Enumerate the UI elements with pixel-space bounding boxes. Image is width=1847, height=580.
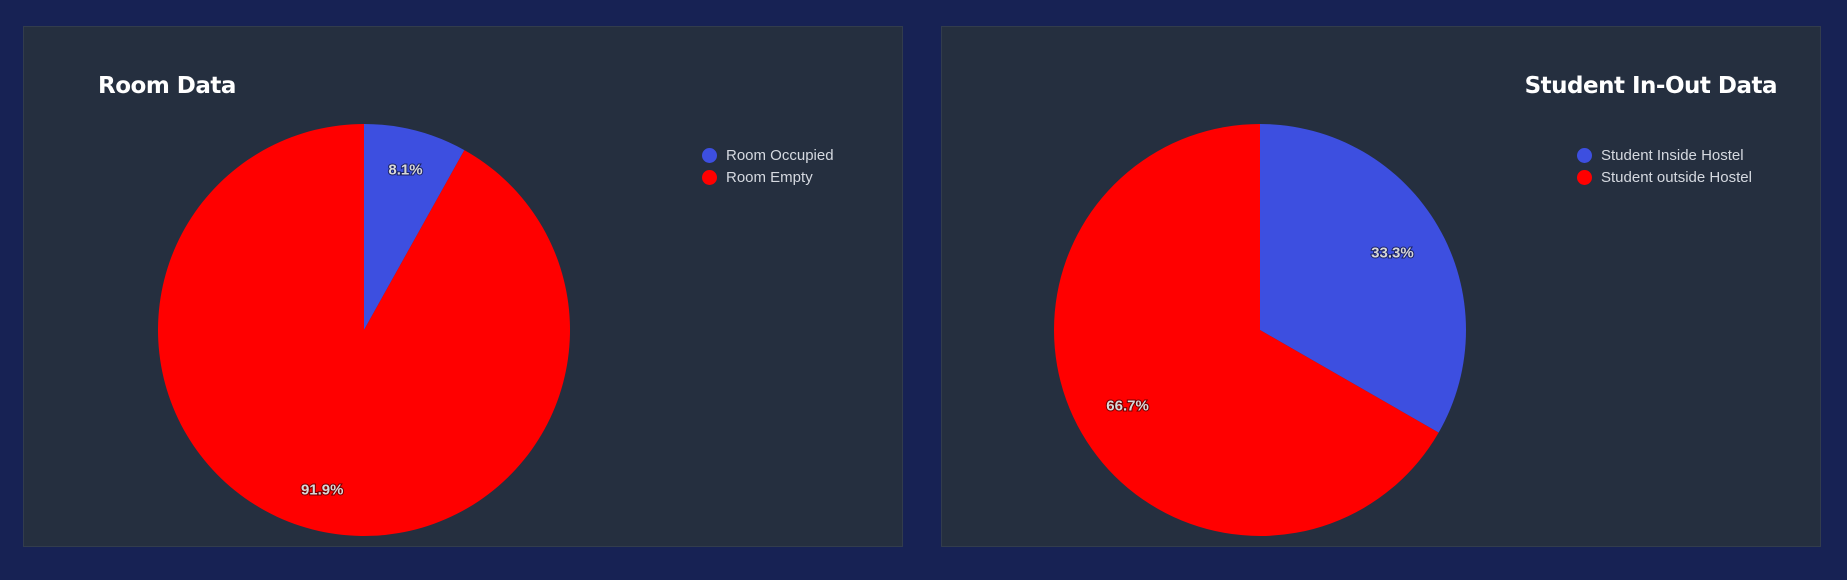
room-data-title: Room Data: [98, 73, 236, 99]
legend-item-room-occupied[interactable]: Room Occupied: [702, 144, 834, 166]
room-data-pie-chart: 8.1% 91.9%: [158, 124, 571, 536]
legend-item-student-outside[interactable]: Student outside Hostel: [1577, 166, 1752, 188]
legend-swatch-student-outside: [1577, 169, 1592, 185]
legend-label-room-occupied: Room Occupied: [726, 146, 834, 164]
room-data-legend: Room Occupied Room Empty: [702, 144, 834, 188]
slice-label-student-outside: 66.7%: [1106, 398, 1149, 415]
pie-slice-student-inside[interactable]: [1260, 124, 1466, 433]
student-in-out-title: Student In-Out Data: [1524, 73, 1778, 99]
student-in-out-legend: Student Inside Hostel Student outside Ho…: [1577, 144, 1752, 188]
legend-item-room-empty[interactable]: Room Empty: [702, 166, 834, 188]
pie-slice-room-empty[interactable]: [158, 124, 571, 536]
pie-slice-student-outside[interactable]: [1054, 124, 1439, 536]
student-in-out-panel: Student In-Out Data 33.3% 66.7% Student I…: [941, 26, 1821, 547]
legend-swatch-room-occupied: [702, 147, 717, 163]
slice-label-room-occupied: 8.1%: [388, 161, 422, 178]
legend-label-student-inside: Student Inside Hostel: [1601, 146, 1744, 164]
room-data-panel: Room Data 8.1% 91.9% Room Occupied Room E…: [23, 26, 903, 547]
legend-item-student-inside[interactable]: Student Inside Hostel: [1577, 144, 1752, 166]
legend-swatch-room-empty: [702, 169, 717, 185]
pie-slice-room-occupied[interactable]: [364, 124, 465, 330]
slice-label-student-inside: 33.3%: [1371, 244, 1414, 261]
student-in-out-pie-chart: 33.3% 66.7%: [1054, 124, 1466, 536]
slice-label-room-empty: 91.9%: [301, 482, 344, 499]
legend-swatch-student-inside: [1577, 147, 1592, 163]
legend-label-room-empty: Room Empty: [726, 168, 813, 186]
legend-label-student-outside: Student outside Hostel: [1601, 168, 1752, 186]
